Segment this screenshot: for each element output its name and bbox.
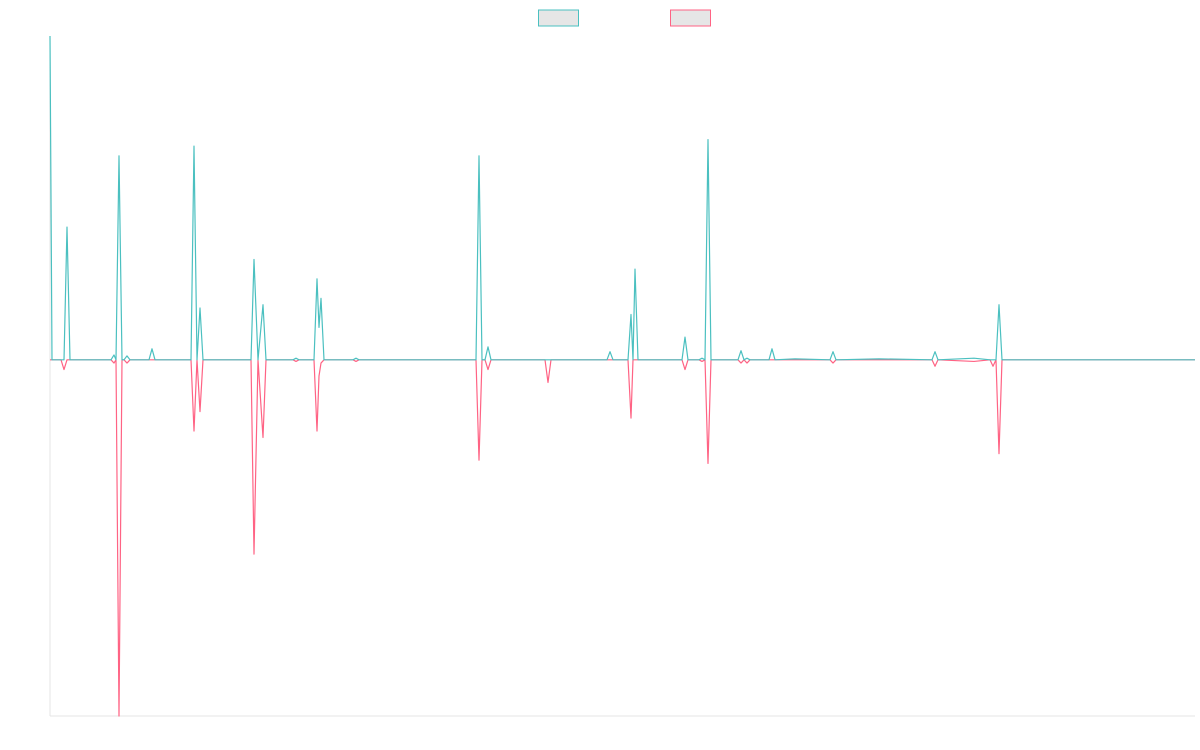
- plot-area: [49, 35, 1195, 717]
- legend: [538, 9, 711, 27]
- series-line: [49, 35, 1195, 361]
- legend-swatch: [538, 9, 579, 27]
- series-line: [50, 359, 1195, 717]
- legend-swatch: [670, 9, 711, 27]
